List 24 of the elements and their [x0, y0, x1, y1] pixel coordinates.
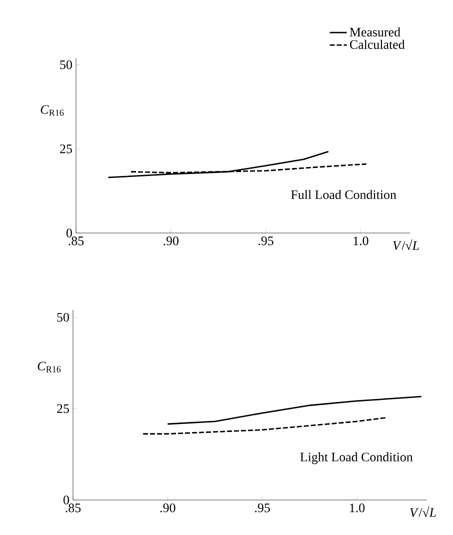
x-axis-title: V/√L: [410, 506, 436, 517]
line-series: [142, 417, 386, 435]
x-tick-label: 1.0: [354, 236, 368, 246]
x-tick-label: .90: [160, 504, 176, 512]
y-tick-label: 0: [64, 496, 69, 504]
y-tick-label: 25: [60, 144, 72, 154]
legend-label: Measured: [350, 27, 400, 36]
y-axis-title: C$_{R16}$: [38, 362, 61, 372]
y-tick-label: 50: [57, 312, 69, 322]
x-tick-label: .90: [164, 236, 178, 246]
x-tick-label: 1.0: [350, 504, 365, 512]
x-axis-title: V/√L: [393, 240, 419, 250]
legend-label: Calculated: [350, 40, 405, 49]
y-axis-title: C$_{R16}$: [40, 105, 64, 116]
x-tick-label: .95: [255, 504, 270, 512]
x-tick-label: .85: [68, 236, 84, 246]
y-tick-label: 50: [60, 60, 72, 70]
annotation: Light Load Condition: [300, 452, 413, 464]
x-tick-label: .95: [258, 236, 274, 246]
annotation: Full Load Condition: [291, 190, 396, 200]
y-tick-label: 25: [57, 404, 69, 414]
x-tick-label: .85: [66, 504, 81, 512]
line-series: [166, 396, 422, 425]
y-tick-label: 0: [66, 228, 72, 238]
